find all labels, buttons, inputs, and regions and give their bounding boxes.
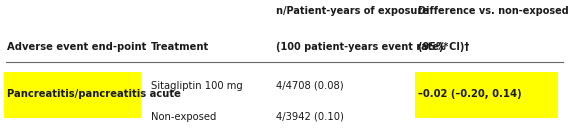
- Text: –0.02 (–0.20, 0.14): –0.02 (–0.20, 0.14): [418, 89, 522, 99]
- FancyBboxPatch shape: [415, 72, 558, 118]
- Text: 4/4708 (0.08): 4/4708 (0.08): [276, 81, 344, 91]
- Text: Treatment: Treatment: [151, 42, 209, 52]
- Text: 4/3942 (0.10): 4/3942 (0.10): [276, 112, 344, 122]
- Text: Adverse event end-point: Adverse event end-point: [7, 42, 146, 52]
- Text: Pancreatitis/pancreatitis acute: Pancreatitis/pancreatitis acute: [7, 89, 181, 99]
- Text: n/Patient-years of exposure: n/Patient-years of exposure: [276, 6, 429, 17]
- Text: (95% CI)†: (95% CI)†: [418, 42, 469, 52]
- Text: Non-exposed: Non-exposed: [151, 112, 216, 122]
- Text: (100 patient-years event rate)*: (100 patient-years event rate)*: [276, 42, 448, 52]
- Text: Sitagliptin 100 mg: Sitagliptin 100 mg: [151, 81, 242, 91]
- FancyBboxPatch shape: [4, 72, 141, 118]
- Text: Difference vs. non-exposed: Difference vs. non-exposed: [418, 6, 569, 17]
